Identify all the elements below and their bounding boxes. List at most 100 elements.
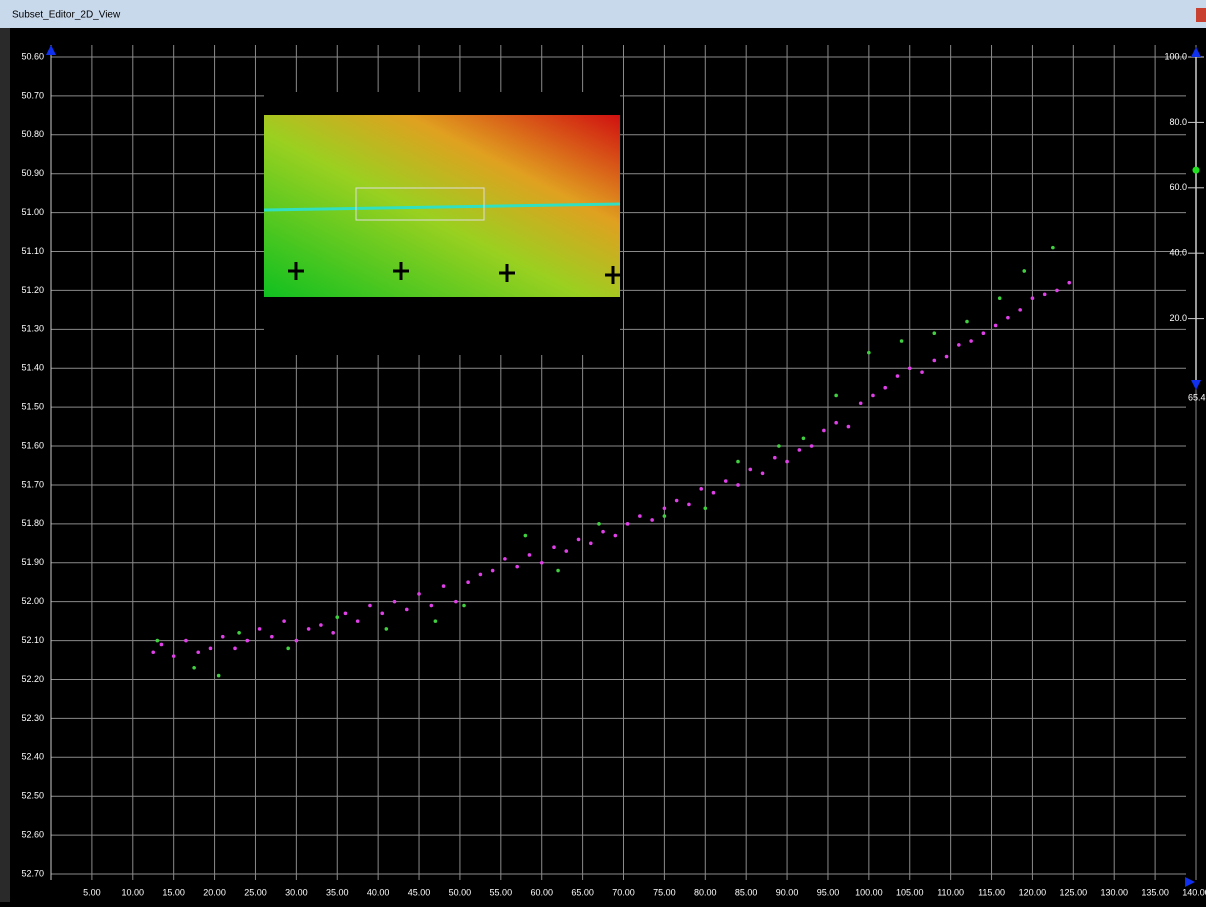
x-tick-label: 45.00 <box>408 887 431 897</box>
x-tick-label: 5.00 <box>83 887 101 897</box>
y-tick-label: 52.70 <box>21 868 44 878</box>
point <box>883 386 887 390</box>
point <box>156 639 160 643</box>
x-tick-label: 65.00 <box>571 887 594 897</box>
point <box>712 491 716 495</box>
point <box>524 534 528 538</box>
y-tick-label: 52.00 <box>21 596 44 606</box>
point <box>785 460 789 464</box>
point <box>528 553 532 557</box>
point <box>209 647 213 651</box>
point <box>1006 316 1010 320</box>
y-tick-label: 50.70 <box>21 90 44 100</box>
point <box>601 530 605 534</box>
y-tick-label: 51.10 <box>21 246 44 256</box>
x-tick-label: 20.00 <box>203 887 226 897</box>
slider-top-arrow <box>1191 47 1201 57</box>
point <box>556 569 560 573</box>
point <box>184 639 188 643</box>
point <box>335 615 339 619</box>
point <box>1051 246 1055 250</box>
point <box>307 627 311 631</box>
point <box>1043 293 1047 297</box>
point <box>663 506 667 510</box>
x-tick-label: 110.00 <box>937 887 964 897</box>
y-tick-label: 51.40 <box>21 363 44 373</box>
color-slider[interactable]: 100.080.060.040.020.065.4 <box>1164 47 1205 402</box>
point <box>417 592 421 596</box>
x-tick-label: 95.00 <box>817 887 840 897</box>
point <box>295 639 299 643</box>
point <box>385 627 389 631</box>
x-tick-label: 30.00 <box>285 887 308 897</box>
point <box>802 436 806 440</box>
point <box>847 425 851 429</box>
slider-bottom-arrow <box>1191 380 1201 390</box>
point <box>834 421 838 425</box>
point <box>1022 269 1026 273</box>
point <box>982 331 986 335</box>
slider-handle <box>1193 167 1200 174</box>
point <box>900 339 904 343</box>
point <box>479 573 483 577</box>
window: Subset_Editor_2D_View 50.6050.7050.8050.… <box>0 0 1206 902</box>
y-tick-label: 52.40 <box>21 752 44 762</box>
point <box>908 366 912 370</box>
point <box>675 499 679 503</box>
point <box>442 584 446 588</box>
point <box>564 549 568 553</box>
point <box>920 370 924 374</box>
y-tick-label: 51.50 <box>21 402 44 412</box>
slider-tick-label: 60.0 <box>1169 182 1187 192</box>
y-tick-label: 51.30 <box>21 324 44 334</box>
close-button[interactable] <box>1196 8 1206 22</box>
point <box>957 343 961 347</box>
slider-tick-label: 100.0 <box>1164 51 1187 61</box>
y-tick-label: 51.90 <box>21 557 44 567</box>
x-tick-label: 15.00 <box>162 887 185 897</box>
x-tick-label: 40.00 <box>367 887 390 897</box>
point <box>503 557 507 561</box>
y-tick-label: 50.80 <box>21 129 44 139</box>
point <box>462 604 466 608</box>
point <box>368 604 372 608</box>
slider-tick-label: 40.0 <box>1169 248 1187 258</box>
point <box>151 650 155 654</box>
point <box>724 479 728 483</box>
point <box>871 394 875 398</box>
point <box>172 654 176 658</box>
x-tick-label: 70.00 <box>612 887 635 897</box>
point <box>286 647 290 651</box>
point <box>597 522 601 526</box>
point <box>777 444 781 448</box>
point <box>454 600 458 604</box>
x-tick-label: 80.00 <box>694 887 717 897</box>
point <box>614 534 618 538</box>
point <box>282 619 286 623</box>
point <box>699 487 703 491</box>
x-tick-label: 115.00 <box>978 887 1005 897</box>
title-bar <box>0 0 1206 28</box>
y-tick-label: 52.20 <box>21 674 44 684</box>
y-tick-label: 51.70 <box>21 479 44 489</box>
point <box>736 460 740 464</box>
x-tick-label: 100.00 <box>855 887 883 897</box>
x-tick-label: 10.00 <box>122 887 145 897</box>
page: {"window": {"title": "Subset_Editor_2D_V… <box>0 0 1206 902</box>
point <box>932 359 936 363</box>
y-tick-label: 51.60 <box>21 440 44 450</box>
x-tick-label: 140.00 <box>1182 887 1206 897</box>
point <box>1031 296 1035 300</box>
point <box>1067 281 1071 285</box>
point <box>405 608 409 612</box>
point <box>932 331 936 335</box>
y-tick-label: 50.60 <box>21 51 44 61</box>
point <box>859 401 863 405</box>
point <box>331 631 335 635</box>
point <box>945 355 949 359</box>
point <box>773 456 777 460</box>
point <box>233 647 237 651</box>
y-tick-label: 52.10 <box>21 635 44 645</box>
point <box>160 643 164 647</box>
x-tick-label: 55.00 <box>490 887 513 897</box>
